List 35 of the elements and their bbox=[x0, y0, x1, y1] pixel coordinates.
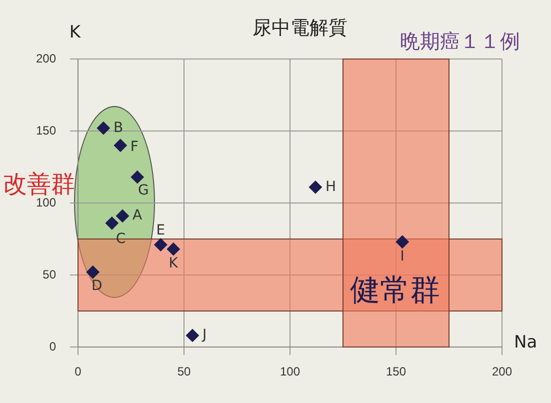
point bbox=[96, 122, 110, 135]
point bbox=[114, 138, 127, 152]
x-tick-label: 200 bbox=[492, 364, 512, 379]
data-label: H bbox=[325, 178, 336, 195]
data-label: F bbox=[130, 139, 138, 156]
y-axis-title: K bbox=[69, 22, 82, 42]
x-tick-label: 150 bbox=[386, 364, 406, 379]
data-label: K bbox=[168, 256, 179, 272]
data-label: G bbox=[138, 182, 149, 199]
point bbox=[105, 216, 118, 230]
x-tick-label: 50 bbox=[177, 364, 191, 379]
point bbox=[308, 180, 322, 194]
point bbox=[186, 328, 199, 342]
point bbox=[130, 170, 144, 184]
y-tick-label: 150 bbox=[36, 123, 56, 138]
point bbox=[116, 209, 130, 222]
x-tick-label: 100 bbox=[280, 364, 300, 379]
point bbox=[86, 266, 100, 279]
point bbox=[154, 238, 168, 252]
x-axis-title: Na bbox=[514, 332, 538, 352]
point bbox=[396, 235, 409, 248]
y-tick-label: 50 bbox=[42, 267, 56, 282]
data-label: I bbox=[400, 248, 404, 265]
chart-subtitle: 晩期癌１１例 bbox=[400, 29, 520, 54]
point bbox=[166, 242, 180, 256]
chart-title: 尿中電解質 bbox=[252, 16, 348, 39]
data-label: A bbox=[132, 208, 143, 224]
data-label: J bbox=[201, 327, 207, 344]
y-tick-label: 0 bbox=[49, 339, 56, 354]
data-label: B bbox=[113, 120, 124, 136]
x-tick-label: 0 bbox=[74, 364, 82, 379]
data-label: E bbox=[156, 222, 166, 238]
data-label: D bbox=[91, 278, 102, 294]
annotation: 健常群 bbox=[350, 272, 440, 308]
y-tick-label: 200 bbox=[36, 51, 56, 66]
